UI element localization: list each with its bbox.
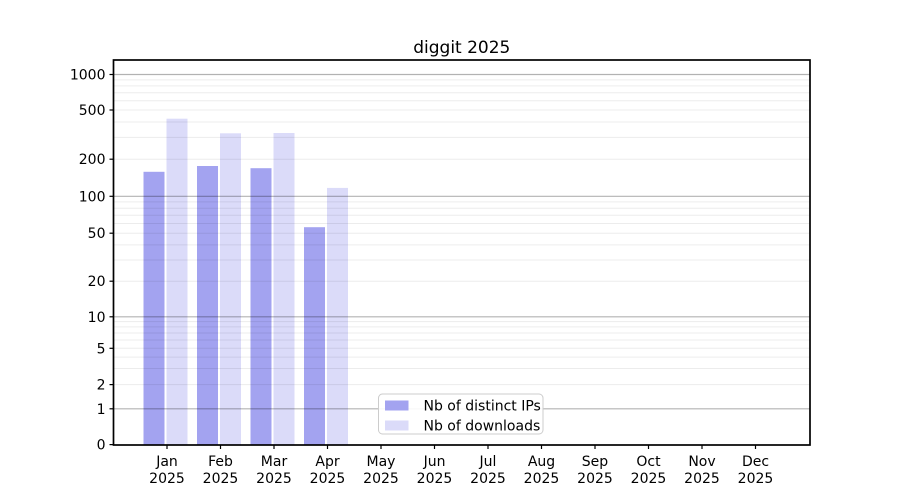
- x-tick-label-year: 2025: [256, 471, 292, 487]
- x-tick-label-month: Dec: [742, 454, 769, 470]
- x-tick-label-month: Apr: [315, 454, 339, 470]
- gridlines-layer: [113, 73, 810, 410]
- bar-downloads: [220, 133, 241, 446]
- x-tick-label-month: Mar: [261, 454, 288, 470]
- y-tick-label: 1: [97, 402, 106, 418]
- legend: Nb of distinct IPs Nb of downloads: [378, 393, 544, 435]
- plot-frame: [112, 59, 811, 446]
- bar-distinct-ips: [143, 171, 165, 446]
- x-tick-label-year: 2025: [470, 471, 506, 487]
- legend-box: [378, 393, 544, 435]
- y-tick-label: 1000: [70, 68, 106, 84]
- axes-layer: 01251020501002005001000Jan2025Feb2025Mar…: [70, 68, 773, 488]
- x-tick-label-year: 2025: [363, 471, 399, 487]
- chart-title: diggit 2025: [413, 38, 510, 58]
- x-tick-label-year: 2025: [417, 471, 453, 487]
- x-tick-label-year: 2025: [203, 471, 239, 487]
- x-tick-label-month: Feb: [208, 454, 233, 470]
- x-tick-label-year: 2025: [524, 471, 560, 487]
- bar-distinct-ips: [250, 168, 272, 445]
- y-tick-label: 200: [79, 152, 106, 168]
- y-tick-label: 50: [88, 226, 106, 242]
- legend-label-distinct-ips: Nb of distinct IPs: [424, 399, 541, 415]
- x-tick-label-month: Sep: [582, 454, 609, 470]
- x-tick-label-year: 2025: [149, 471, 185, 487]
- x-tick-label-month: Nov: [688, 454, 715, 470]
- bar-downloads: [273, 133, 295, 445]
- y-tick-label: 500: [79, 103, 106, 119]
- x-tick-label-year: 2025: [310, 471, 346, 487]
- x-tick-label-year: 2025: [738, 471, 774, 487]
- y-tick-label: 0: [97, 438, 106, 454]
- y-tick-label: 20: [88, 274, 106, 290]
- x-tick-label-month: Aug: [528, 454, 555, 470]
- x-tick-label-month: Jun: [423, 454, 446, 470]
- x-tick-label-year: 2025: [577, 471, 613, 487]
- bar-distinct-ips: [304, 227, 325, 445]
- legend-label-downloads: Nb of downloads: [424, 419, 541, 435]
- y-tick-label: 10: [88, 310, 106, 326]
- x-tick-label-month: Jul: [479, 454, 497, 470]
- x-tick-label-month: May: [367, 454, 396, 470]
- legend-swatch-distinct-ips: [385, 400, 409, 411]
- bar-distinct-ips: [197, 166, 218, 445]
- x-tick-label-year: 2025: [684, 471, 720, 487]
- x-tick-label-month: Oct: [636, 454, 661, 470]
- legend-swatch-downloads: [385, 420, 409, 431]
- bar-downloads: [327, 187, 348, 445]
- x-tick-label-year: 2025: [631, 471, 667, 487]
- bar-downloads: [166, 118, 188, 445]
- y-tick-label: 2: [97, 378, 106, 394]
- bars-layer: [143, 118, 348, 446]
- y-tick-label: 100: [79, 189, 106, 205]
- y-tick-label: 5: [97, 341, 106, 357]
- x-tick-label-month: Jan: [155, 454, 178, 470]
